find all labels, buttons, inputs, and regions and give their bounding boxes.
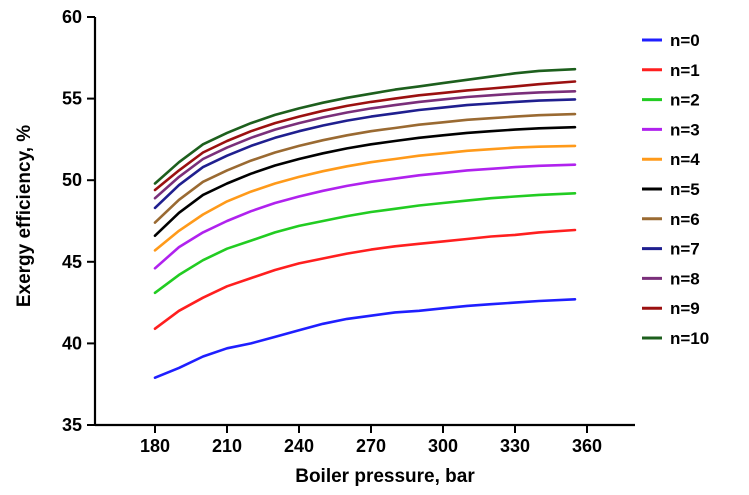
x-tick-label: 330: [500, 436, 530, 456]
legend-label: n=3: [670, 120, 700, 139]
y-axis-title: Exergy efficiency, %: [14, 125, 35, 307]
legend-label: n=4: [670, 150, 700, 169]
y-tick-label: 40: [62, 333, 82, 353]
axes: 180 210 240 270 300 330 360 35 40 45 50 55 60: [62, 7, 635, 456]
y-tick-label: 50: [62, 170, 82, 190]
series-line-n=5: [153, 125, 577, 237]
series-line-n=7: [153, 98, 577, 210]
series-line-n=8: [153, 90, 577, 200]
x-tick-label: 240: [284, 436, 314, 456]
series-lines: [153, 67, 577, 380]
series-line-n=2: [153, 192, 577, 295]
series-line-n=10: [153, 67, 577, 185]
legend-label: n=7: [670, 240, 700, 259]
series-line-n=6: [153, 112, 577, 224]
y-tick-label: 35: [62, 415, 82, 435]
legend-label: n=6: [670, 210, 700, 229]
series-line-n=3: [153, 163, 577, 270]
legend-label: n=9: [670, 299, 700, 318]
x-tick-label: 360: [572, 436, 602, 456]
x-tick-label: 300: [428, 436, 458, 456]
x-tick-label: 180: [140, 436, 170, 456]
legend-label: n=8: [670, 269, 700, 288]
legend-label: n=5: [670, 180, 700, 199]
series-line-n=9: [153, 80, 577, 192]
series-line-n=4: [153, 144, 577, 252]
series-line-n=1: [153, 228, 577, 331]
legend-label: n=1: [670, 61, 700, 80]
legend-label: n=10: [670, 329, 709, 348]
x-axis-title: Boiler pressure, bar: [295, 466, 475, 487]
legend-label: n=0: [670, 31, 700, 50]
series-line-n=0: [153, 297, 577, 380]
x-tick-label: 210: [212, 436, 242, 456]
y-tick-label: 60: [62, 7, 82, 27]
x-tick-label: 270: [356, 436, 386, 456]
y-tick-label: 55: [62, 89, 82, 109]
y-tick-label: 45: [62, 252, 82, 272]
legend: n=0 n=1 n=2 n=3 n=4 n=5 n=6 n=7 n=8 n=9 n=10: [642, 31, 709, 348]
legend-label: n=2: [670, 91, 700, 110]
